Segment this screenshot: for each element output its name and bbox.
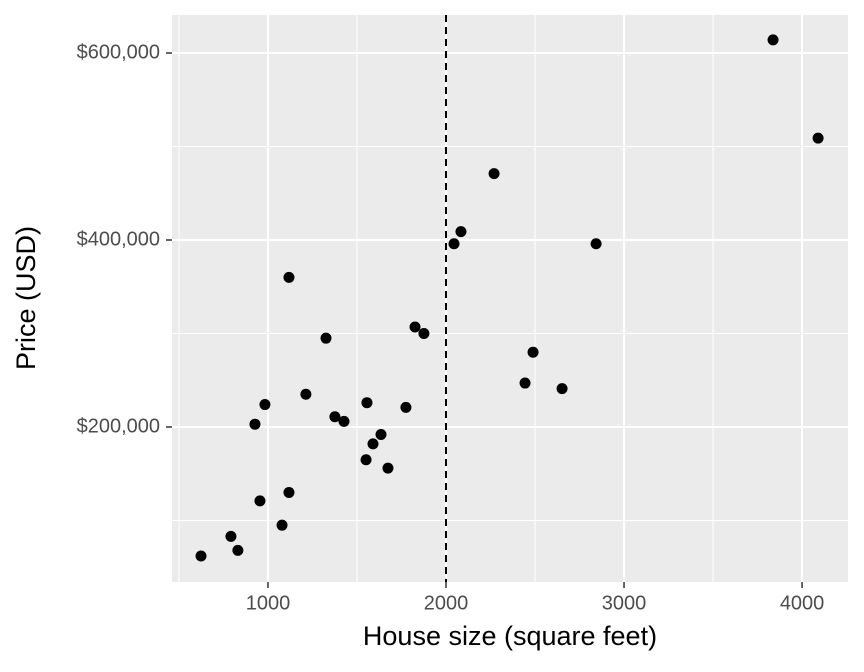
point [361, 397, 373, 409]
point [254, 495, 266, 507]
point [382, 462, 394, 474]
point [455, 226, 467, 238]
point [329, 411, 341, 423]
point [812, 132, 824, 144]
point [225, 530, 237, 542]
point [249, 418, 261, 430]
x-tick-label: 4000 [780, 592, 825, 614]
point [360, 454, 372, 466]
x-tick-label: 2000 [424, 592, 469, 614]
y-tick-label: $200,000 [77, 415, 160, 437]
y-tick-label: $400,000 [77, 228, 160, 250]
point [590, 238, 602, 250]
point [367, 438, 379, 450]
y-tick-label: $600,000 [77, 41, 160, 63]
point [527, 346, 539, 358]
point [283, 486, 295, 498]
point [767, 34, 779, 46]
point [400, 401, 412, 413]
point [448, 238, 460, 250]
point [375, 428, 387, 440]
y-axis-title: Price (USD) [11, 226, 41, 370]
x-axis-title: House size (square feet) [363, 621, 657, 651]
point [320, 332, 332, 344]
x-tick-label: 3000 [602, 592, 647, 614]
point [195, 550, 207, 562]
point [556, 383, 568, 395]
x-tick-label: 1000 [246, 592, 291, 614]
point [409, 321, 421, 333]
point [283, 271, 295, 283]
point [338, 415, 350, 427]
panel [172, 15, 848, 582]
point [300, 388, 312, 400]
point [519, 377, 531, 389]
point [232, 544, 244, 556]
point [276, 519, 288, 531]
point [259, 399, 271, 411]
point [418, 328, 430, 340]
point [488, 168, 500, 180]
